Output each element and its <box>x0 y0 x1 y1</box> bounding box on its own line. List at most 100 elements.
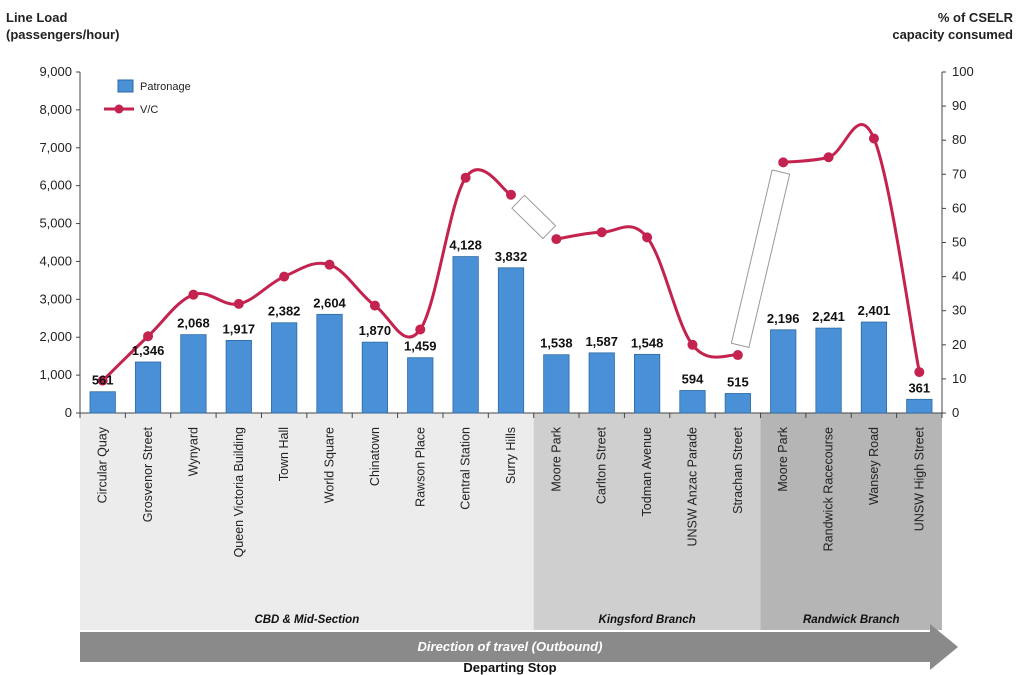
direction-arrow: Direction of travel (Outbound) Departing … <box>80 624 958 675</box>
data-labels: 561 1,346 2,068 1,917 2,382 2,604 1,870 1,459 4,… <box>92 238 930 396</box>
y-tick-label-right: 10 <box>952 371 966 386</box>
category-label: UNSW Anzac Parade <box>685 427 699 547</box>
y-tick-label-right: 80 <box>952 132 966 147</box>
bar <box>497 267 525 414</box>
y-tick-label-left: 9,000 <box>39 64 72 79</box>
category-label: Rawson Place <box>413 427 427 507</box>
bar-value-label: 561 <box>92 373 114 388</box>
y-tick-label-left: 4,000 <box>39 253 72 268</box>
y-tick-label-left: 3,000 <box>39 291 72 306</box>
bar-value-label: 1,870 <box>359 323 392 338</box>
bar <box>316 313 343 414</box>
section-backgrounds: CBD & Mid-Section Kingsford Branch Randwic… <box>80 413 942 630</box>
y-tick-label-right: 20 <box>952 337 966 352</box>
bar <box>770 329 797 414</box>
category-label: Surry Hills <box>504 427 518 484</box>
bar <box>361 341 388 414</box>
vc-line <box>97 123 925 386</box>
category-label: Carlton Street <box>595 426 609 504</box>
axis-titles: Line Load (passengers/hour) % of CSELR capa… <box>6 10 1014 42</box>
bar-value-label: 1,548 <box>631 335 664 350</box>
bar-value-label: 2,068 <box>177 316 210 331</box>
bar-value-label: 3,832 <box>495 249 528 264</box>
y-tick-label-left: 6,000 <box>39 178 72 193</box>
bar-value-label: 2,241 <box>812 309 845 324</box>
vc-point <box>460 172 471 183</box>
y-tick-label-left: 5,000 <box>39 216 72 231</box>
vc-point <box>596 227 607 238</box>
y-tick-label-right: 70 <box>952 166 966 181</box>
bar <box>906 398 933 414</box>
bar-value-label: 515 <box>727 374 749 389</box>
y-tick-label-right: 90 <box>952 98 966 113</box>
category-label: Queen Victoria Building <box>232 427 246 557</box>
bar <box>407 357 434 414</box>
category-label: Town Hall <box>277 427 291 481</box>
bar <box>679 390 706 414</box>
legend-marker-vc <box>114 104 124 114</box>
vc-point <box>778 157 789 168</box>
bar-value-label: 594 <box>682 371 704 386</box>
y-tick-label-right: 30 <box>952 303 966 318</box>
bar-value-label: 2,196 <box>767 311 800 326</box>
category-label: Circular Quay <box>96 426 110 503</box>
category-label: World Square <box>323 427 337 503</box>
vc-point <box>551 234 562 245</box>
bar <box>180 334 207 414</box>
vc-point <box>732 350 743 361</box>
vc-point <box>415 324 426 335</box>
category-label: Central Station <box>459 427 473 510</box>
y-tick-label-left: 2,000 <box>39 329 72 344</box>
bars <box>89 256 933 414</box>
bar <box>724 393 751 414</box>
section-label: CBD & Mid-Section <box>254 614 359 626</box>
bar <box>588 352 615 414</box>
category-label: Randwick Racecourse <box>822 427 836 551</box>
vc-point <box>188 289 199 300</box>
category-label: Wansey Road <box>867 427 881 505</box>
y-tick-label-left: 0 <box>65 405 72 420</box>
y-axis-right-title: capacity consumed <box>892 27 1013 42</box>
vc-point <box>642 232 653 243</box>
bar-value-label: 1,917 <box>223 321 256 336</box>
vc-line-segment <box>783 123 921 373</box>
legend-label-vc: V/C <box>140 104 158 116</box>
y-tick-label-right: 50 <box>952 235 966 250</box>
bar <box>815 327 842 414</box>
vc-point <box>143 331 154 342</box>
y-tick-label-left: 8,000 <box>39 102 72 117</box>
category-label: Strachan Street <box>731 426 745 513</box>
bar-value-label: 1,587 <box>585 334 618 349</box>
bar-value-label: 2,401 <box>858 303 891 318</box>
bar-value-label: 1,346 <box>132 343 165 358</box>
legend-label-patronage: Patronage <box>140 81 191 93</box>
vc-point <box>868 133 879 144</box>
bar <box>89 391 116 414</box>
category-label: Todman Avenue <box>640 427 654 516</box>
bar-value-label: 4,128 <box>449 238 482 253</box>
bar-value-label: 2,382 <box>268 304 301 319</box>
bar-value-label: 361 <box>908 380 930 395</box>
y-axis-right-title: % of CSELR <box>938 10 1014 25</box>
bar-value-label: 2,604 <box>313 295 346 310</box>
y-tick-label-left: 1,000 <box>39 367 72 382</box>
bar <box>225 339 252 414</box>
vc-point <box>914 367 925 378</box>
y-tick-label-right: 100 <box>952 64 974 79</box>
section-background <box>80 413 534 630</box>
category-label: Wynyard <box>186 427 200 476</box>
bar <box>134 361 162 414</box>
vc-point <box>823 152 834 163</box>
bar <box>452 256 479 414</box>
y-axis-left-title: (passengers/hour) <box>6 27 119 42</box>
category-label: Moore Park <box>549 426 563 491</box>
category-label: Moore Park <box>776 426 790 491</box>
vc-point <box>279 271 290 282</box>
bar-value-label: 1,459 <box>404 339 437 354</box>
line-break-marker <box>730 169 791 348</box>
vc-point <box>369 300 380 311</box>
bar-value-label: 1,538 <box>540 336 573 351</box>
y-axis-left-title: Line Load <box>6 10 67 25</box>
vc-point <box>233 298 244 309</box>
vc-point <box>324 259 335 270</box>
